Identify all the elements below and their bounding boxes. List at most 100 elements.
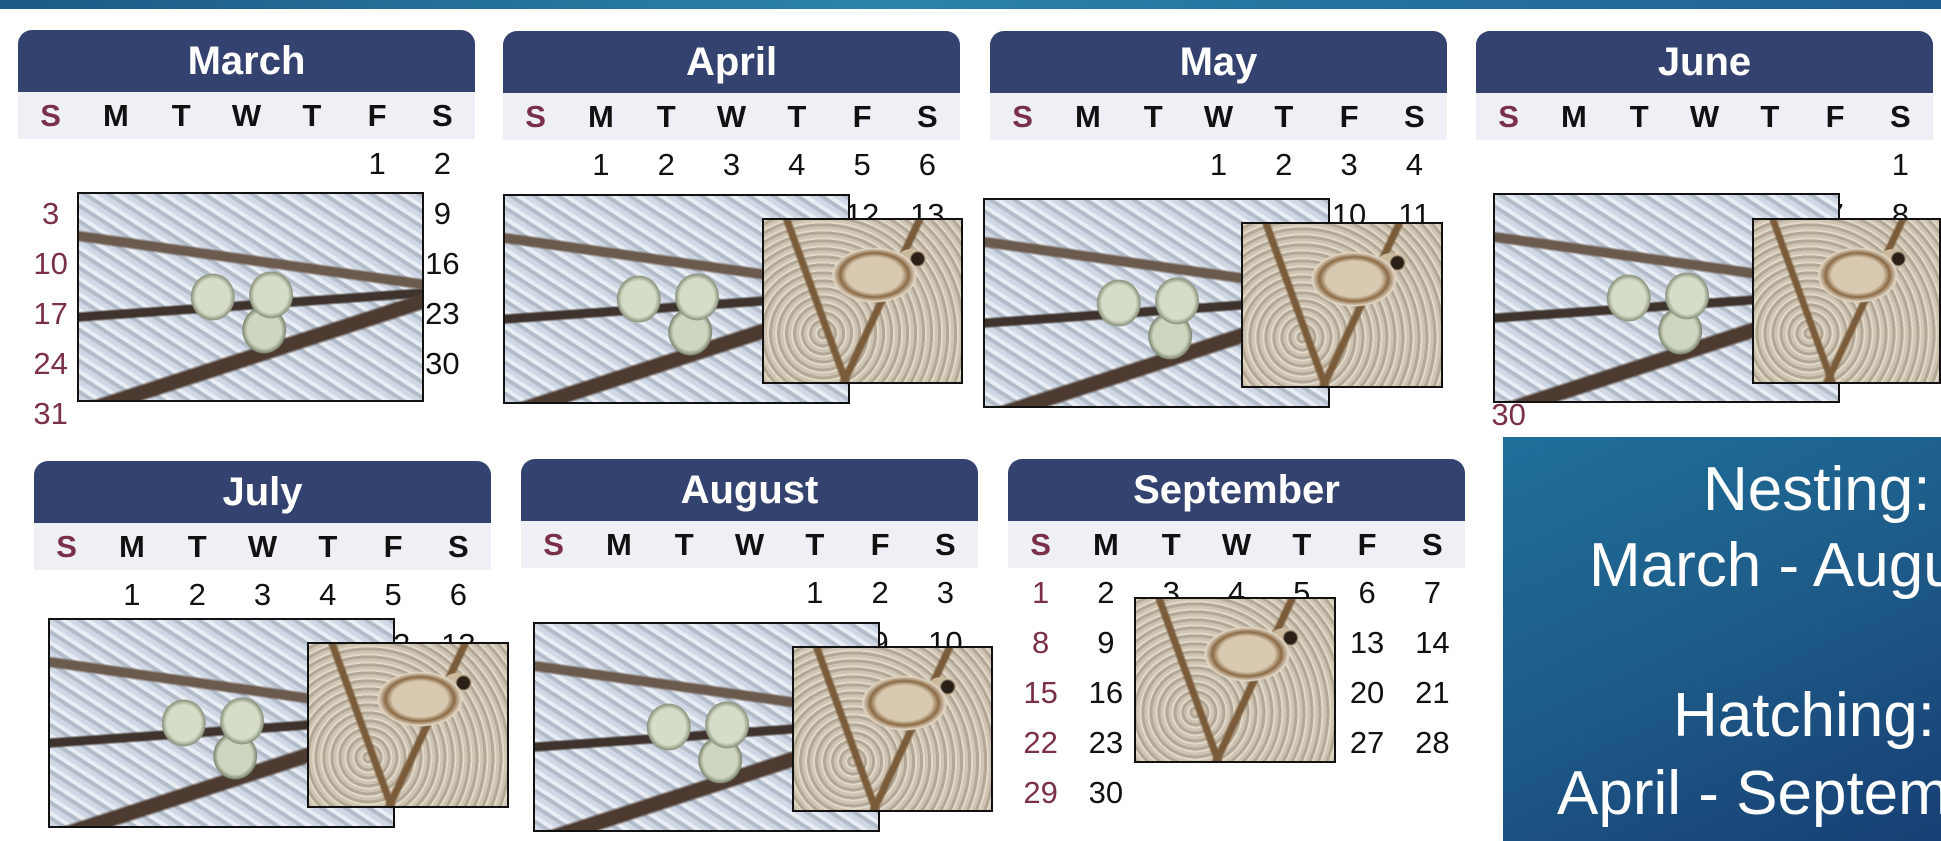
nesting-label: Nesting: bbox=[1703, 455, 1931, 524]
day-grid: 1 2 3 4 5 6 7 8 9 13 14 15 16 20 21 22 23 27 28 29 30 bbox=[1008, 568, 1465, 818]
weekday-label: F bbox=[367, 97, 387, 133]
day-cell: 29 bbox=[1023, 775, 1058, 810]
day-cell: 1 bbox=[592, 147, 610, 182]
hatching-label: Hatching: bbox=[1673, 681, 1935, 750]
day-cell: 2 bbox=[188, 577, 206, 612]
weekday-label: T bbox=[1274, 98, 1294, 134]
day-cell: 23 bbox=[425, 296, 460, 331]
weekday-label: W bbox=[231, 97, 262, 133]
month-title: September bbox=[1008, 459, 1465, 521]
weekday-label: W bbox=[1689, 98, 1720, 134]
weekday-label: S bbox=[1030, 526, 1051, 562]
day-grid: 1 2 3 9 10 16 17 23 24 30 31 bbox=[18, 139, 475, 439]
day-cell: 1 bbox=[1032, 575, 1050, 610]
day-cell: 28 bbox=[1415, 725, 1450, 760]
plover-chick-photo bbox=[307, 642, 509, 808]
month-title: August bbox=[521, 459, 978, 521]
weekday-label: S bbox=[448, 528, 469, 564]
day-cell: 7 bbox=[1423, 575, 1441, 610]
weekday-label: S bbox=[1012, 98, 1033, 134]
weekday-label: T bbox=[674, 526, 694, 562]
day-cell: 16 bbox=[1088, 675, 1124, 710]
day-cell: 3 bbox=[42, 196, 60, 231]
weekday-label: S bbox=[917, 98, 938, 134]
weekday-label: S bbox=[40, 97, 61, 133]
weekday-label: T bbox=[805, 526, 825, 562]
weekday-label: F bbox=[1825, 98, 1845, 134]
day-cell: 1 bbox=[1891, 147, 1909, 182]
day-cell: 23 bbox=[1088, 725, 1124, 760]
day-cell: 13 bbox=[1349, 625, 1385, 660]
day-cell: 1 bbox=[806, 575, 824, 610]
weekday-label: T bbox=[787, 98, 807, 134]
day-cell: 31 bbox=[33, 396, 68, 431]
weekday-label: W bbox=[716, 98, 747, 134]
day-cell: 14 bbox=[1415, 625, 1450, 660]
day-cell: 20 bbox=[1349, 675, 1385, 710]
plover-chick-photo bbox=[1241, 222, 1443, 388]
day-cell: 5 bbox=[384, 577, 402, 612]
weekday-label: S bbox=[56, 528, 77, 564]
weekday-label: T bbox=[1161, 526, 1181, 562]
day-cell: 6 bbox=[918, 147, 936, 182]
weekday-label: T bbox=[1143, 98, 1163, 134]
day-cell: 27 bbox=[1349, 725, 1385, 760]
day-cell: 9 bbox=[433, 196, 451, 231]
month-title: March bbox=[18, 30, 475, 92]
day-cell: 3 bbox=[722, 147, 741, 182]
day-cell: 6 bbox=[449, 577, 467, 612]
weekday-label: M bbox=[606, 526, 632, 562]
day-cell: 2 bbox=[433, 146, 451, 181]
weekday-label: S bbox=[543, 526, 564, 562]
top-accent-bar bbox=[0, 0, 1941, 9]
day-cell: 4 bbox=[1405, 147, 1423, 182]
day-cell: 3 bbox=[253, 577, 272, 612]
day-cell: 22 bbox=[1023, 725, 1058, 760]
weekday-label: W bbox=[247, 528, 278, 564]
day-cell: 30 bbox=[1088, 775, 1124, 810]
weekday-label: M bbox=[119, 528, 145, 564]
weekday-label: T bbox=[187, 528, 207, 564]
day-cell: 3 bbox=[936, 575, 954, 610]
month-title: April bbox=[503, 31, 960, 93]
plover-chick-photo bbox=[1134, 597, 1336, 763]
weekday-label: W bbox=[1221, 526, 1252, 562]
day-cell: 1 bbox=[368, 146, 386, 181]
day-cell: 10 bbox=[33, 246, 68, 281]
weekday-label: T bbox=[656, 98, 676, 134]
day-cell: 24 bbox=[33, 346, 68, 381]
weekday-label: T bbox=[1629, 98, 1649, 134]
weekday-label: M bbox=[588, 98, 614, 134]
weekday-label: T bbox=[302, 97, 322, 133]
weekday-label: T bbox=[1760, 98, 1780, 134]
weekday-label: S bbox=[1498, 98, 1519, 134]
weekday-label: F bbox=[383, 528, 403, 564]
day-cell: 2 bbox=[657, 147, 675, 182]
weekday-label: T bbox=[318, 528, 338, 564]
weekday-label: S bbox=[432, 97, 453, 133]
day-cell: 1 bbox=[1209, 147, 1228, 182]
day-cell: 3 bbox=[1340, 147, 1358, 182]
day-cell: 2 bbox=[871, 575, 889, 610]
weekday-label: S bbox=[1404, 98, 1425, 134]
weekday-label: M bbox=[1093, 526, 1119, 562]
day-cell: 6 bbox=[1358, 575, 1376, 610]
day-cell: 21 bbox=[1415, 675, 1450, 710]
weekday-label: M bbox=[103, 97, 129, 133]
day-cell: 4 bbox=[788, 147, 806, 182]
day-cell: 9 bbox=[1097, 625, 1115, 660]
day-cell: 4 bbox=[319, 577, 337, 612]
hatching-range: April - September bbox=[1557, 759, 1941, 828]
weekday-label: T bbox=[1292, 526, 1312, 562]
day-cell: 2 bbox=[1275, 147, 1293, 182]
plover-chick-photo bbox=[792, 646, 993, 812]
weekday-label: T bbox=[171, 97, 191, 133]
nesting-range: March - August bbox=[1589, 531, 1941, 600]
